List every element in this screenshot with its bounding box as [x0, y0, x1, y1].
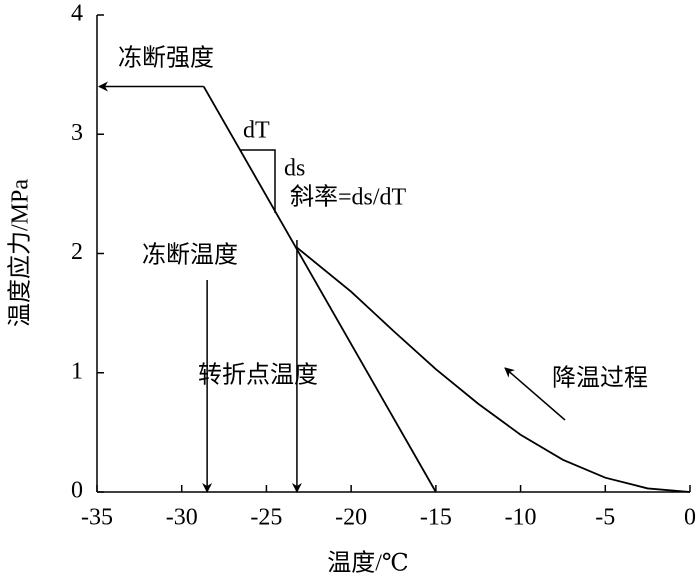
- slope-triangle: [240, 149, 276, 213]
- cooling-arrow: [504, 367, 566, 421]
- x-tick-label: -25: [250, 505, 282, 531]
- x-axis-label: 温度/℃: [327, 550, 409, 577]
- y-axis-label: 温度应力/MPa: [7, 179, 34, 327]
- x-tick-label: 0: [684, 505, 696, 531]
- annotation: 斜率=ds/dT: [290, 184, 407, 211]
- line: [296, 246, 691, 493]
- x-tick-label: -35: [81, 505, 113, 531]
- y-tick-label: 4: [71, 1, 83, 27]
- annotation: dT: [243, 118, 270, 144]
- y-tick-label: 3: [71, 120, 83, 146]
- annotation: 降温过程: [552, 365, 648, 392]
- y-tick-label: 2: [71, 239, 83, 265]
- x-tick-label: -20: [335, 505, 367, 531]
- annotation: 冻断强度: [118, 45, 214, 72]
- x-tick-label: -15: [420, 505, 452, 531]
- line: [202, 86, 437, 493]
- annotation: 冻断温度: [142, 242, 238, 269]
- y-tick-label: 0: [71, 478, 83, 504]
- y-tick-label: 1: [71, 358, 83, 384]
- annotation: ds: [284, 156, 305, 182]
- x-tick-label: -30: [166, 505, 198, 531]
- x-tick-label: -10: [505, 505, 537, 531]
- annotation: 转折点温度: [198, 362, 318, 389]
- x-tick-label: -5: [595, 505, 615, 531]
